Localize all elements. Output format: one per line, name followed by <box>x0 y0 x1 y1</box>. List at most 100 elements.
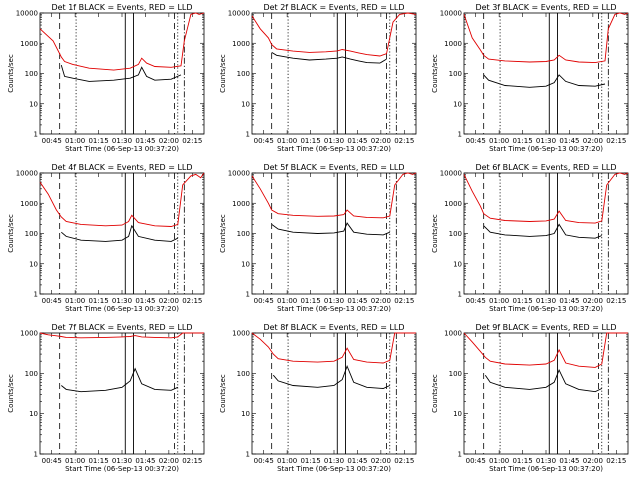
x-tick-label: 00:45 <box>254 457 274 465</box>
plot-6: Det 6f BLACK = Events, RED = LLD 1 10 100 10… <box>431 163 629 313</box>
x-tick-label: 02:15 <box>182 137 202 145</box>
y-tick-label: 10 <box>29 260 38 268</box>
x-tick-label: 02:00 <box>371 457 391 465</box>
y-tick-label: 10000 <box>228 10 250 18</box>
y-tick-label: 1000 <box>444 40 462 48</box>
x-tick-label: 01:00 <box>489 137 509 145</box>
x-axis-label: Start Time (06-Sep-13 00:37:20) <box>65 465 179 473</box>
x-tick-label: 01:30 <box>112 457 132 465</box>
x-tick-label: 01:45 <box>347 457 367 465</box>
y-axis-label: Counts/sec <box>7 374 15 413</box>
y-axis-label: Counts/sec <box>219 54 227 93</box>
x-tick-label: 01:45 <box>347 297 367 305</box>
plot-7: Det 7f BLACK = Events, RED = LLD 1 10 100 10… <box>7 323 205 473</box>
y-tick-label: 1 <box>246 451 250 459</box>
x-tick-label: 02:15 <box>394 457 414 465</box>
x-tick-label: 01:30 <box>324 297 344 305</box>
x-tick-label: 02:15 <box>394 137 414 145</box>
y-tick-label: 1 <box>34 451 38 459</box>
x-tick-label: 00:45 <box>42 297 62 305</box>
x-tick-label: 01:30 <box>536 137 556 145</box>
x-tick-label: 01:45 <box>135 297 155 305</box>
x-tick-label: 01:45 <box>347 137 367 145</box>
y-axis-label: Counts/sec <box>7 214 15 253</box>
x-axis-label: Start Time (06-Sep-13 00:37:20) <box>277 465 391 473</box>
x-axis-label: Start Time (06-Sep-13 00:37:20) <box>489 305 603 313</box>
y-axis-label: Counts/sec <box>7 54 15 93</box>
x-tick-label: 01:45 <box>559 137 579 145</box>
series-lld-line <box>463 332 628 368</box>
x-tick-label: 01:00 <box>489 297 509 305</box>
x-tick-label: 00:45 <box>466 297 486 305</box>
y-tick-label: 100 <box>449 70 462 78</box>
y-axis-label: Counts/sec <box>431 54 439 93</box>
y-tick-label: 10 <box>241 260 250 268</box>
y-tick-label: 1 <box>458 451 462 459</box>
plot-title: Det 5f BLACK = Events, RED = LLD <box>263 163 404 172</box>
x-tick-label: 00:45 <box>254 137 274 145</box>
x-tick-label: 01:15 <box>512 457 532 465</box>
plot-frame <box>39 12 205 135</box>
plot-title: Det 9f BLACK = Events, RED = LLD <box>475 323 616 332</box>
x-axis-label: Start Time (06-Sep-13 00:37:20) <box>489 465 603 473</box>
y-tick-label: 1000 <box>232 40 250 48</box>
x-tick-label: 01:00 <box>489 457 509 465</box>
x-axis-label: Start Time (06-Sep-13 00:37:20) <box>277 305 391 313</box>
x-tick-label: 01:15 <box>88 297 108 305</box>
y-tick-label: 10 <box>453 410 462 418</box>
x-tick-label: 02:00 <box>371 137 391 145</box>
y-tick-label: 10000 <box>16 10 38 18</box>
y-tick-label: 10 <box>29 100 38 108</box>
plot-9: Det 9f BLACK = Events, RED = LLD 1 10 100 10… <box>431 323 629 473</box>
y-tick-label: 1 <box>246 291 250 299</box>
x-tick-label: 00:45 <box>42 457 62 465</box>
x-axis-label: Start Time (06-Sep-13 00:37:20) <box>277 145 391 153</box>
y-axis-label: Counts/sec <box>219 214 227 253</box>
plot-frame <box>463 12 629 135</box>
series-events-line <box>483 223 602 239</box>
plot-title: Det 7f BLACK = Events, RED = LLD <box>51 323 192 332</box>
series-lld-line <box>251 172 417 219</box>
x-tick-label: 02:15 <box>182 297 202 305</box>
x-tick-label: 02:00 <box>159 297 179 305</box>
plot-1: Det 1f BLACK = Events, RED = LLD 1 10 100 10… <box>7 3 205 153</box>
y-tick-label: 1000 <box>444 200 462 208</box>
x-tick-label: 01:00 <box>277 457 297 465</box>
x-tick-label: 00:45 <box>466 457 486 465</box>
plot-frame <box>463 172 629 295</box>
x-tick-label: 01:15 <box>88 457 108 465</box>
y-tick-label: 10 <box>241 100 250 108</box>
series-events-line <box>271 222 390 236</box>
series-lld-line <box>39 12 205 71</box>
y-tick-label: 100 <box>449 230 462 238</box>
x-tick-label: 02:15 <box>182 457 202 465</box>
x-tick-label: 02:00 <box>159 137 179 145</box>
x-tick-label: 00:45 <box>254 297 274 305</box>
y-tick-label: 10 <box>241 410 250 418</box>
x-tick-label: 01:30 <box>324 137 344 145</box>
plot-frame <box>39 332 205 455</box>
x-axis-label: Start Time (06-Sep-13 00:37:20) <box>65 305 179 313</box>
series-events-line <box>271 52 387 64</box>
y-tick-label: 100 <box>237 70 250 78</box>
plot-title: Det 8f BLACK = Events, RED = LLD <box>263 323 404 332</box>
y-tick-label: 1000 <box>232 200 250 208</box>
plot-4: Det 4f BLACK = Events, RED = LLD 1 10 100 10… <box>7 163 205 313</box>
plot-title: Det 6f BLACK = Events, RED = LLD <box>475 163 616 172</box>
plot-frame <box>39 172 205 295</box>
y-tick-label: 1000 <box>444 330 462 338</box>
x-tick-label: 01:00 <box>277 137 297 145</box>
y-axis-label: Counts/sec <box>431 214 439 253</box>
x-tick-label: 01:45 <box>559 297 579 305</box>
x-tick-label: 00:45 <box>466 137 486 145</box>
x-tick-label: 00:45 <box>42 137 62 145</box>
series-lld-line <box>39 332 204 339</box>
series-lld-line <box>463 172 629 224</box>
series-lld-line <box>463 12 629 64</box>
y-tick-label: 1000 <box>20 40 38 48</box>
x-tick-label: 01:30 <box>324 457 344 465</box>
y-tick-label: 10000 <box>16 170 38 178</box>
y-axis-label: Counts/sec <box>431 374 439 413</box>
